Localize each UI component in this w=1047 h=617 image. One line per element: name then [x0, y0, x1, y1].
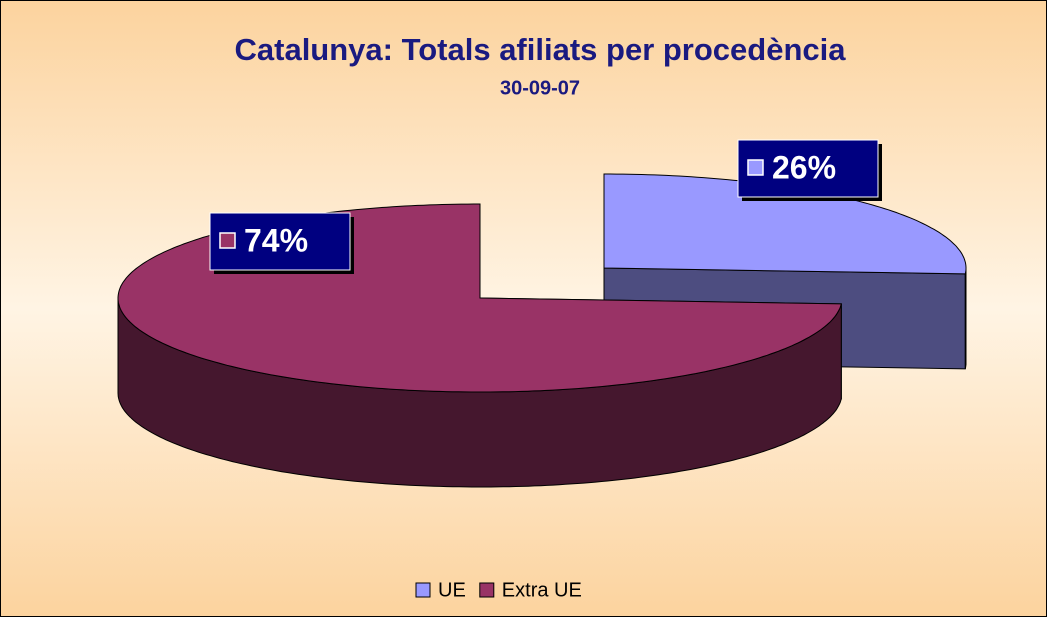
chart-subtitle: 30-09-07	[500, 77, 580, 99]
labels: 26% 74% UE Extra UE	[209, 139, 882, 601]
slice-wall	[964, 268, 967, 369]
plot	[117, 173, 967, 488]
data-label: 74%	[244, 222, 308, 258]
data-label: 26%	[772, 149, 836, 185]
label-key	[747, 159, 764, 176]
slice	[603, 173, 967, 275]
legend-key	[415, 582, 431, 598]
chart-title: Catalunya: Totals afiliats per procedènc…	[235, 32, 847, 67]
legend-label: UE	[438, 579, 466, 601]
legend-key	[479, 582, 495, 598]
legend-label: Extra UE	[502, 579, 582, 601]
label-key	[219, 232, 236, 249]
